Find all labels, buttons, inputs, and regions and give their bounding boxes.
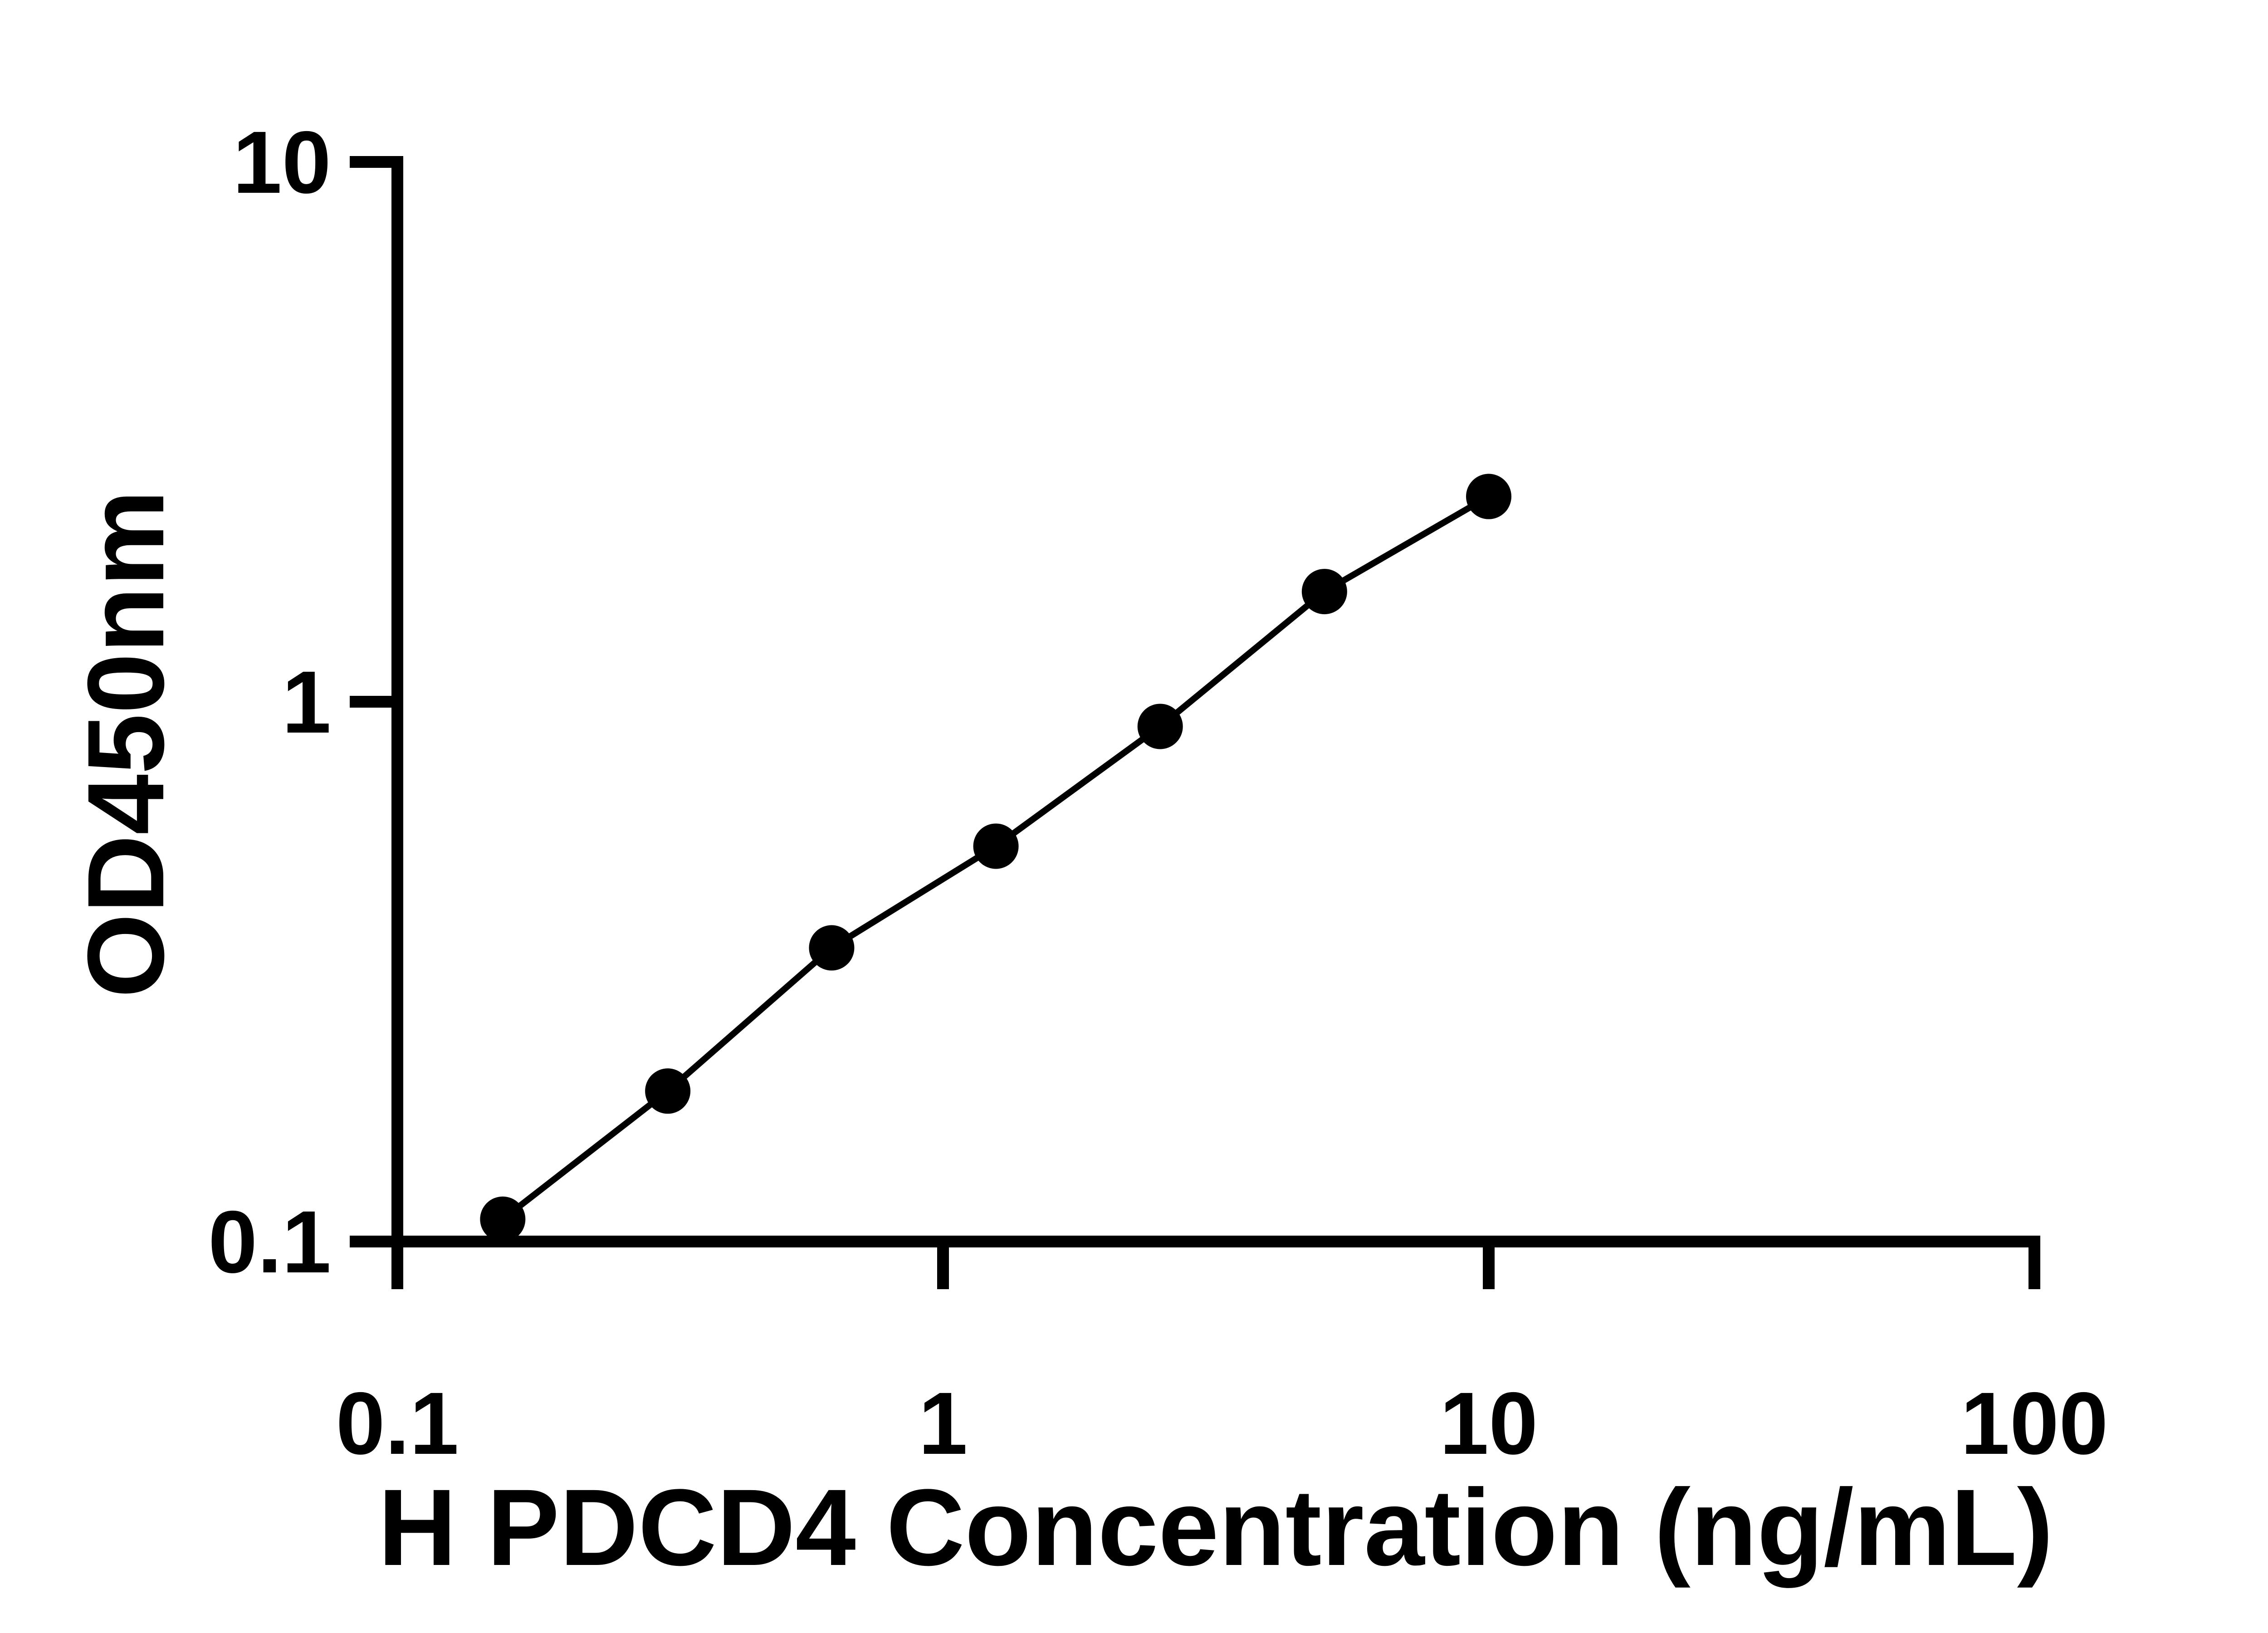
x-tick-label: 0.1 (336, 1374, 459, 1473)
x-tick-label: 1 (919, 1374, 968, 1473)
data-point-marker (480, 1196, 526, 1242)
y-tick-label: 1 (282, 653, 331, 752)
x-axis-title: H PDCD4 Concentration (ng/mL) (378, 1467, 2053, 1588)
data-point-marker (1137, 704, 1183, 749)
data-point-marker (1301, 569, 1347, 615)
data-point-marker (1466, 474, 1511, 519)
axes (391, 156, 2040, 1247)
y-tick-label: 0.1 (208, 1193, 331, 1291)
y-tick-label: 10 (233, 113, 331, 212)
data-point-marker (973, 823, 1019, 869)
x-tick-label: 100 (1960, 1374, 2108, 1473)
axis-ticks (350, 156, 2040, 1289)
data-point-marker (809, 925, 855, 971)
y-axis-title: OD450nm (65, 490, 186, 998)
data-point-marker (645, 1068, 691, 1114)
axis-tick-labels: 0.1 1 10 100 0.1 1 10 (208, 113, 2108, 1473)
data-series (480, 474, 1511, 1242)
x-tick-label: 10 (1440, 1374, 1538, 1473)
